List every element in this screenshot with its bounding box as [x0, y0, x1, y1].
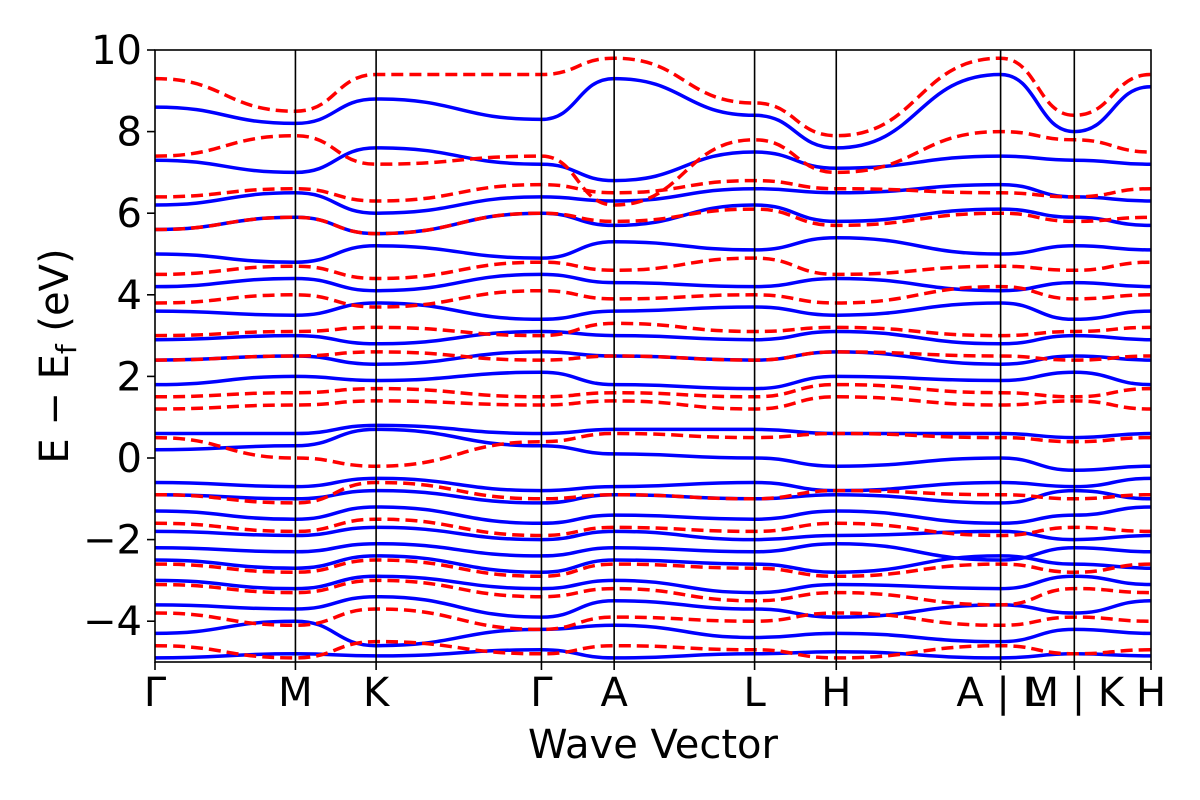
- plot-area: [154, 49, 1152, 663]
- dashed-band-12: [155, 284, 1151, 309]
- solid-band-22: [155, 72, 1151, 150]
- x-tick-label: A | L: [956, 670, 1045, 716]
- dashed-band-7: [155, 431, 1151, 468]
- dashed-bands: [155, 56, 1151, 660]
- dashed-band-8: [155, 395, 1151, 411]
- solid-band-5: [155, 554, 1151, 574]
- dashed-band-6: [155, 480, 1151, 505]
- x-tick-label: Γ: [530, 670, 553, 716]
- x-tick-label: M: [278, 670, 313, 716]
- high-symmetry-lines: [294, 50, 1076, 662]
- x-tick-label: Γ: [144, 670, 167, 716]
- plot-frame: [154, 49, 1152, 663]
- x-tick-label: L: [743, 670, 766, 716]
- x-tick-label: H: [821, 670, 851, 716]
- solid-band-2: [155, 619, 1151, 648]
- dashed-band-11: [155, 321, 1151, 338]
- y-tick-label: 10: [91, 28, 142, 74]
- solid-band-17: [155, 272, 1151, 293]
- y-tick-label: 4: [117, 273, 142, 319]
- x-tick-label: A: [600, 670, 628, 716]
- solid-band-3: [155, 594, 1151, 619]
- dashed-band-13: [155, 256, 1151, 281]
- solid-band-14: [155, 350, 1151, 366]
- y-axis-label-unit: (eV): [32, 248, 78, 344]
- x-tick-label: M | K: [1024, 670, 1125, 716]
- y-tick-label: −4: [83, 599, 142, 645]
- y-tick-label: 0: [117, 436, 142, 482]
- dashed-band-15: [155, 178, 1151, 203]
- solid-band-8: [155, 505, 1151, 526]
- solid-band-11: [155, 427, 1151, 472]
- dashed-band-9: [155, 382, 1151, 399]
- y-axis-label: E − Ef (eV): [32, 248, 83, 463]
- y-tick-label: 6: [117, 191, 142, 237]
- y-tick-label: 8: [117, 110, 142, 156]
- solid-band-21: [155, 146, 1151, 183]
- dashed-band-17: [155, 56, 1151, 138]
- solid-band-15: [155, 329, 1151, 346]
- dashed-band-4: [155, 558, 1151, 579]
- y-tick-label: −2: [83, 518, 142, 564]
- solid-band-18: [155, 235, 1151, 264]
- solid-band-13: [155, 370, 1151, 391]
- dashed-band-2: [155, 607, 1151, 632]
- dashed-band-10: [155, 350, 1151, 362]
- y-axis-label-sub: f: [50, 343, 83, 354]
- x-tick-label: H: [1136, 670, 1166, 716]
- y-axis-label-main: E − E: [32, 354, 78, 464]
- y-axis-ticks: −4 −2 0 2 4 6 8 10: [83, 28, 155, 645]
- dashed-band-3: [155, 578, 1151, 607]
- y-tick-label: 2: [117, 354, 142, 400]
- solid-band-6: [155, 541, 1151, 562]
- dashed-band-5: [155, 517, 1151, 538]
- solid-band-1: [155, 648, 1151, 660]
- series-layer: [155, 56, 1151, 660]
- solid-band-4: [155, 574, 1151, 595]
- solid-band-10: [155, 476, 1151, 493]
- x-tick-label: K: [363, 670, 391, 716]
- solid-bands: [155, 72, 1151, 660]
- solid-band-20: [155, 182, 1151, 215]
- solid-band-12: [155, 423, 1151, 440]
- solid-band-7: [155, 525, 1151, 542]
- dashed-band-14: [155, 207, 1151, 236]
- dashed-band-16: [155, 129, 1151, 207]
- x-axis-label: Wave Vector: [528, 722, 779, 768]
- dashed-band-1: [155, 639, 1151, 660]
- solid-band-16: [155, 301, 1151, 322]
